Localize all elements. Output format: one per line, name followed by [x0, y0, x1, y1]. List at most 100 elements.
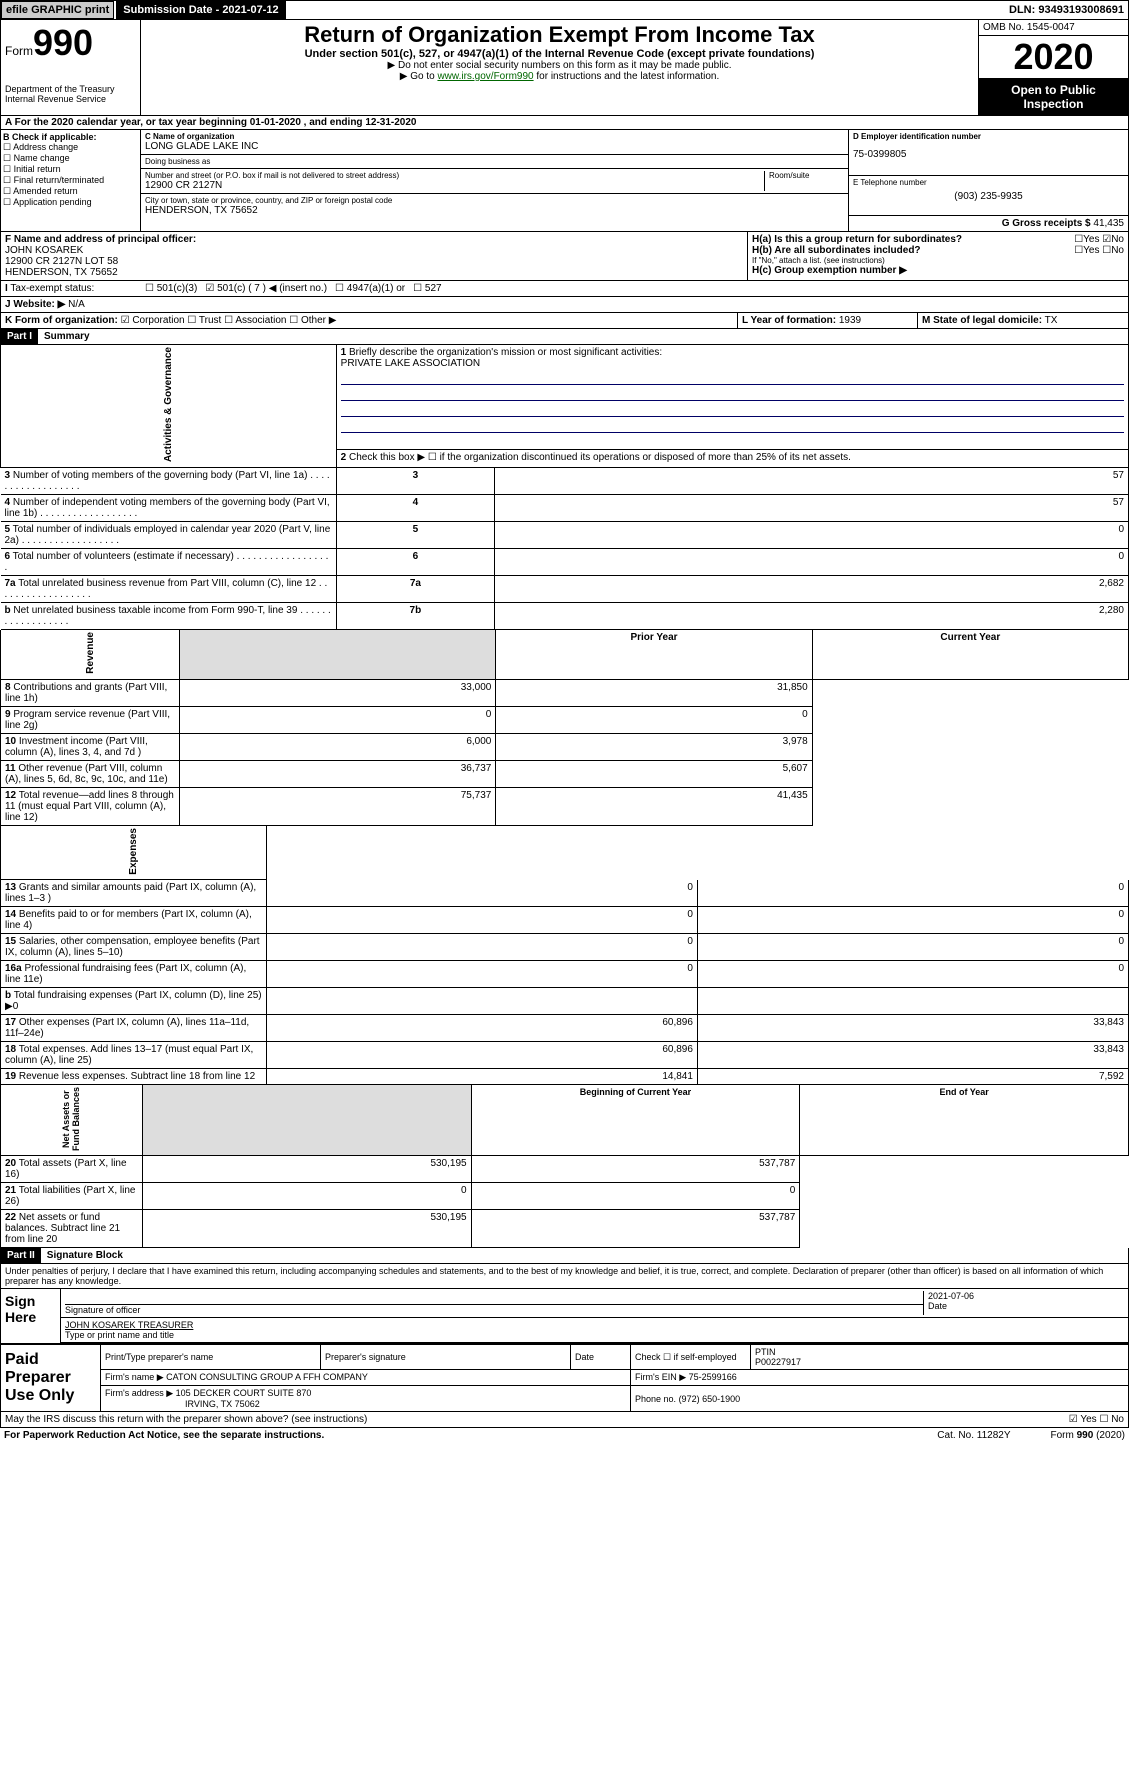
org-name-label: C Name of organization	[145, 132, 844, 141]
signature-block: Sign Here Signature of officer 2021-07-0…	[0, 1289, 1129, 1344]
part1-header: Part I	[1, 329, 38, 344]
dln: DLN: 93493193008691	[1005, 2, 1128, 18]
check-address-change[interactable]: ☐ Address change	[3, 142, 138, 153]
omb-number: OMB No. 1545-0047	[979, 20, 1128, 36]
sub-note: If "No," attach a list. (see instruction…	[752, 256, 1124, 265]
tax-year: 2020	[979, 36, 1128, 79]
sig-officer-label: Signature of officer	[65, 1305, 140, 1315]
ptin: P00227917	[755, 1357, 801, 1367]
officer-group-row: F Name and address of principal officer:…	[0, 232, 1129, 281]
check-name-change[interactable]: ☐ Name change	[3, 153, 138, 164]
officer-type-name: JOHN KOSAREK TREASURER	[65, 1320, 1124, 1330]
gross-receipts: 41,435	[1093, 218, 1124, 229]
prep-name-label: Print/Type preparer's name	[101, 1345, 321, 1370]
gross-label: G Gross receipts $	[1002, 218, 1091, 229]
current-year-header: Current Year	[812, 630, 1128, 679]
city: HENDERSON, TX 75652	[145, 205, 844, 216]
officer-label: F Name and address of principal officer:	[5, 234, 743, 245]
cat-no: Cat. No. 11282Y	[937, 1430, 1010, 1441]
tax-status-row: I Tax-exempt status: ☐ 501(c)(3) ☑ 501(c…	[0, 281, 1129, 297]
discuss-row: May the IRS discuss this return with the…	[0, 1412, 1129, 1428]
part2-header: Part II	[1, 1248, 41, 1263]
date-label: Date	[928, 1301, 947, 1311]
i-label: I Tax-exempt status:	[5, 283, 137, 294]
prep-date-label: Date	[571, 1345, 631, 1370]
paid-prep-label: Paid Preparer Use Only	[1, 1345, 101, 1412]
phone: (903) 235-9935	[853, 191, 1124, 202]
check-initial-return[interactable]: ☐ Initial return	[3, 164, 138, 175]
form-title: Return of Organization Exempt From Incom…	[143, 22, 976, 48]
check-4947[interactable]: ☐ 4947(a)(1) or	[335, 283, 405, 294]
check-assoc[interactable]: ☐ Association	[224, 315, 286, 326]
preparer-table: Paid Preparer Use Only Print/Type prepar…	[0, 1344, 1129, 1412]
side-governance: Activities & Governance	[1, 345, 337, 468]
instruction-2: ▶ Go to www.irs.gov/Form990 for instruct…	[143, 71, 976, 82]
phone-label: E Telephone number	[853, 178, 1124, 187]
begin-year-header: Beginning of Current Year	[471, 1085, 800, 1156]
irs-link[interactable]: www.irs.gov/Form990	[437, 71, 533, 82]
check-501c[interactable]: ☑ 501(c) ( 7 ) ◀ (insert no.)	[205, 283, 327, 294]
check-app-pending[interactable]: ☐ Application pending	[3, 197, 138, 208]
footer: For Paperwork Reduction Act Notice, see …	[0, 1428, 1129, 1443]
penalty-text: Under penalties of perjury, I declare th…	[0, 1264, 1129, 1289]
paperwork-notice: For Paperwork Reduction Act Notice, see …	[4, 1430, 324, 1441]
mission-text: PRIVATE LAKE ASSOCIATION	[341, 358, 1124, 369]
mission-label: Briefly describe the organization's miss…	[349, 347, 662, 358]
part1-title: Summary	[38, 329, 96, 344]
section-b-block: B Check if applicable: ☐ Address change …	[0, 130, 1129, 232]
top-bar: efile GRAPHIC print Submission Date - 20…	[0, 0, 1129, 20]
form-header: Form990 Department of the Treasury Inter…	[0, 20, 1129, 116]
website-value: N/A	[68, 299, 85, 310]
prior-year-header: Prior Year	[496, 630, 812, 679]
firm-ein: 75-2599166	[689, 1372, 737, 1382]
firm-phone: (972) 650-1900	[679, 1394, 741, 1404]
address-label: Number and street (or P.O. box if mail i…	[145, 171, 764, 180]
tax-year-line: A For the 2020 calendar year, or tax yea…	[0, 116, 1129, 130]
check-501c3[interactable]: ☐ 501(c)(3)	[145, 283, 197, 294]
group-return-q: H(a) Is this a group return for subordin…	[752, 234, 1124, 245]
end-year-header: End of Year	[800, 1085, 1129, 1156]
side-revenue: Revenue	[1, 630, 180, 679]
ein: 75-0399805	[853, 149, 1124, 160]
prep-sig-label: Preparer's signature	[321, 1345, 571, 1370]
group-exemption: H(c) Group exemption number ▶	[752, 265, 1124, 276]
check-b-label: B Check if applicable:	[3, 132, 138, 142]
form-footer: Form 990 (2020)	[1051, 1430, 1126, 1441]
self-employed[interactable]: Check ☐ if self-employed	[631, 1345, 751, 1370]
officer-addr1: 12900 CR 2127N LOT 58	[5, 256, 743, 267]
part2-title: Signature Block	[41, 1248, 129, 1263]
check-amended[interactable]: ☐ Amended return	[3, 186, 138, 197]
check-527[interactable]: ☐ 527	[413, 283, 441, 294]
form-org-row: K Form of organization: ☑ Corporation ☐ …	[0, 313, 1129, 329]
sign-here-label: Sign Here	[1, 1289, 61, 1343]
check-trust[interactable]: ☐ Trust	[187, 315, 221, 326]
subordinates-q: H(b) Are all subordinates included? ☐Yes…	[752, 245, 1124, 256]
type-name-label: Type or print name and title	[65, 1330, 174, 1340]
website-row: J Website: ▶ N/A	[0, 297, 1129, 313]
officer-addr2: HENDERSON, TX 75652	[5, 267, 743, 278]
room-label: Room/suite	[769, 171, 844, 180]
sig-date: 2021-07-06	[928, 1291, 1124, 1301]
side-net-assets: Net Assets orFund Balances	[1, 1085, 143, 1156]
instruction-1: ▶ Do not enter social security numbers o…	[143, 60, 976, 71]
firm-name: CATON CONSULTING GROUP A FFH COMPANY	[166, 1372, 368, 1382]
check-corp[interactable]: ☑ Corporation	[121, 315, 185, 326]
efile-button[interactable]: efile GRAPHIC print	[1, 1, 114, 19]
check-final-return[interactable]: ☐ Final return/terminated	[3, 175, 138, 186]
check-other[interactable]: ☐ Other ▶	[289, 315, 336, 326]
address: 12900 CR 2127N	[145, 180, 764, 191]
revenue-table: Revenue Prior Year Current Year 8 Contri…	[0, 630, 1129, 826]
officer-name: JOHN KOSAREK	[5, 245, 743, 256]
city-label: City or town, state or province, country…	[145, 196, 844, 205]
year-formation: 1939	[839, 315, 861, 326]
firm-addr: 105 DECKER COURT SUITE 870	[176, 1388, 312, 1398]
side-expenses: Expenses	[1, 826, 267, 880]
summary-table: Activities & Governance 1 Briefly descri…	[0, 345, 1129, 630]
discontinued-check[interactable]: Check this box ▶ ☐ if the organization d…	[349, 452, 851, 463]
state-domicile: TX	[1045, 315, 1058, 326]
dba-label: Doing business as	[145, 157, 844, 166]
expenses-table: Expenses 13 Grants and similar amounts p…	[0, 826, 1129, 1086]
org-name: LONG GLADE LAKE INC	[145, 141, 844, 152]
department: Department of the Treasury Internal Reve…	[5, 84, 136, 104]
form-subtitle: Under section 501(c), 527, or 4947(a)(1)…	[143, 48, 976, 60]
